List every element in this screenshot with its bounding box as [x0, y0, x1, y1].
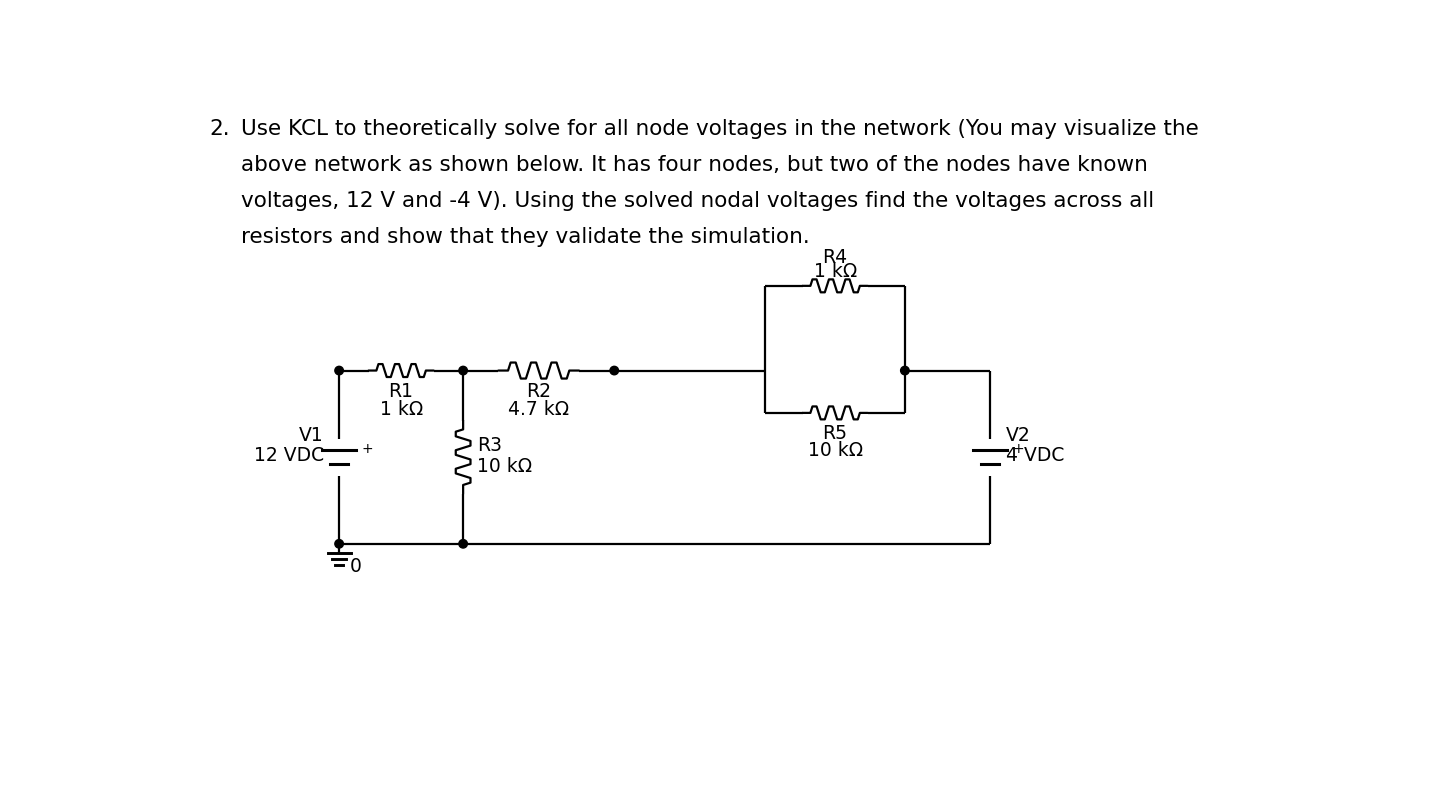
Text: 0: 0	[350, 557, 362, 577]
Text: R3: R3	[477, 436, 502, 455]
Circle shape	[459, 539, 467, 548]
Text: 10 kΩ: 10 kΩ	[808, 441, 862, 460]
Text: V2: V2	[1005, 426, 1031, 446]
Circle shape	[459, 366, 467, 375]
Text: R4: R4	[822, 248, 848, 266]
Text: 10 kΩ: 10 kΩ	[477, 457, 532, 476]
Text: resistors and show that they validate the simulation.: resistors and show that they validate th…	[241, 228, 809, 247]
Text: 4 VDC: 4 VDC	[1005, 446, 1064, 465]
Circle shape	[901, 366, 908, 375]
Text: +: +	[1012, 442, 1024, 457]
Circle shape	[610, 366, 619, 375]
Text: 12 VDC: 12 VDC	[254, 446, 323, 465]
Text: 2.: 2.	[209, 119, 231, 139]
Text: +: +	[362, 442, 373, 457]
Text: 1 kΩ: 1 kΩ	[813, 262, 857, 281]
Text: V1: V1	[298, 426, 323, 446]
Text: 4.7 kΩ: 4.7 kΩ	[508, 400, 570, 419]
Circle shape	[335, 366, 343, 375]
Text: voltages, 12 V and -4 V). Using the solved nodal voltages find the voltages acro: voltages, 12 V and -4 V). Using the solv…	[241, 191, 1154, 211]
Text: Use KCL to theoretically solve for all node voltages in the network (You may vis: Use KCL to theoretically solve for all n…	[241, 119, 1198, 139]
Text: 1 kΩ: 1 kΩ	[379, 400, 423, 419]
Circle shape	[335, 539, 343, 548]
Text: R2: R2	[526, 382, 551, 401]
Text: R1: R1	[389, 382, 414, 401]
Text: R5: R5	[822, 424, 848, 443]
Text: above network as shown below. It has four nodes, but two of the nodes have known: above network as shown below. It has fou…	[241, 155, 1148, 175]
